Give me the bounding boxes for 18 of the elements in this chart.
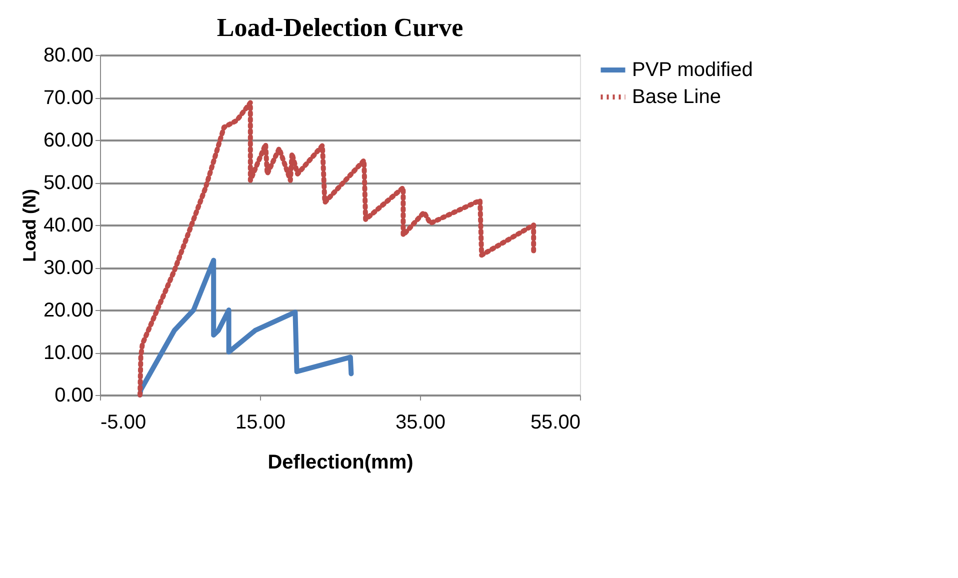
x-tick-label: 35.00 <box>395 412 446 434</box>
x-axis-title: Deflection(mm) <box>268 452 414 474</box>
x-tick-label: 15.00 <box>235 412 286 434</box>
legend-label: PVP modified <box>632 59 753 81</box>
y-tick-label: 20.00 <box>43 300 94 322</box>
y-tick-label: 0.00 <box>54 384 94 406</box>
y-tick-label: 10.00 <box>43 342 94 364</box>
y-tick-label: 30.00 <box>43 257 94 279</box>
y-tick-label: 70.00 <box>43 87 94 109</box>
x-tick-label: -5.00 <box>100 412 146 434</box>
y-tick-label: 40.00 <box>43 214 94 236</box>
y-tick-label: 50.00 <box>43 172 94 194</box>
y-axis-title: Load (N) <box>19 189 40 262</box>
x-tick-label: 55.00 <box>530 412 580 434</box>
y-tick-label: 80.00 <box>43 44 94 66</box>
legend-label: Base Line <box>632 86 721 108</box>
chart-title: Load-Delection Curve <box>216 13 464 42</box>
y-tick-label: 60.00 <box>43 130 94 152</box>
